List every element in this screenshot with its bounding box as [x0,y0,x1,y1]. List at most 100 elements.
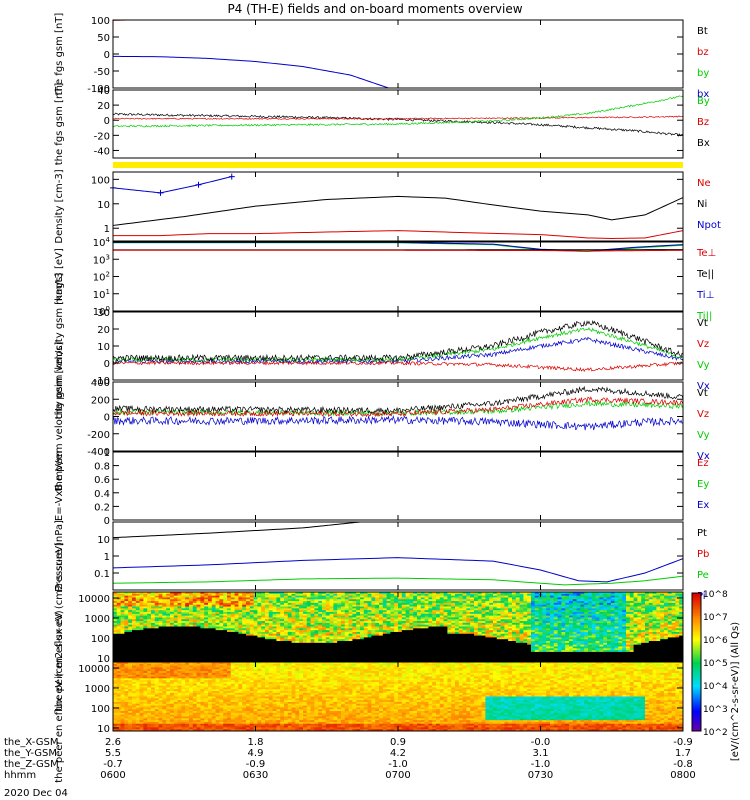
heatmap-cell [120,646,125,649]
heatmap-cell [230,641,235,644]
heatmap-cell [177,593,182,597]
heatmap-cell [246,628,251,631]
heatmap-cell [413,604,418,607]
heatmap-cell [154,624,159,627]
heatmap-cell [424,648,429,651]
heatmap-cell [443,599,448,602]
heatmap-cell [128,659,133,662]
heatmap-cell [348,633,353,636]
heatmap-cell [546,622,551,626]
heatmap-cell [348,602,353,606]
heatmap-cell [379,651,384,655]
heatmap-cell [550,622,555,626]
heatmap-cell [246,648,251,651]
heatmap-cell [523,653,528,656]
heatmap-cell [306,650,311,653]
heatmap-cell [189,648,194,651]
heatmap-cell [234,597,239,600]
heatmap-cell [154,592,159,595]
heatmap-cell [333,630,338,633]
heatmap-cell [375,622,380,626]
heatmap-cell [565,624,570,627]
heatmap-cell [455,628,460,631]
heatmap-cell [314,659,319,662]
heatmap-cell [170,604,175,607]
heatmap-cell [299,604,304,607]
heatmap-cell [249,608,254,611]
heatmap-cell [257,659,262,662]
heatmap-cell [325,606,330,609]
heatmap-cell [515,611,520,615]
heatmap-cell [192,599,197,602]
heatmap-cell [542,597,547,600]
heatmap-cell [557,626,562,629]
heatmap-cell [192,644,197,647]
heatmap-cell [124,602,129,606]
heatmap-cell [291,604,296,607]
heatmap-cell [253,621,258,624]
heatmap-cell [124,593,129,597]
heatmap-cell [177,655,182,658]
heatmap-cell [314,635,319,638]
heatmap-cell [443,637,448,640]
heatmap-cell [253,611,258,615]
heatmap-cell [318,635,323,638]
heatmap-cell [538,622,543,626]
heatmap-cell [557,597,562,600]
heatmap-cell [405,633,410,636]
heatmap-cell [527,628,532,631]
y-axis-label: magt3 [eV] [54,248,65,305]
heatmap-cell [287,595,292,598]
heatmap-cell [371,599,376,602]
heatmap-cell [523,624,528,627]
heatmap-cell [401,630,406,633]
heatmap-cell [306,646,311,649]
heatmap-cell [223,644,228,647]
heatmap-cell [496,630,501,633]
heatmap-cell [394,619,399,622]
heatmap-cell [215,621,220,624]
heatmap-cell [314,653,319,656]
heatmap-cell [512,642,517,646]
y-tick-label: 40 [97,86,110,97]
heatmap-cell [512,644,517,647]
heatmap-cell [162,646,167,649]
heatmap-cell [523,651,528,655]
heatmap-cell [265,653,270,656]
heatmap-cell [474,655,479,658]
heatmap-cell [234,635,239,638]
heatmap-cell [360,611,365,615]
heatmap-cell [420,619,425,622]
heatmap-cell [500,659,505,662]
heatmap-cell [291,613,296,617]
heatmap-cell [253,601,258,604]
heatmap-cell [409,593,414,597]
heatmap-cell [398,621,403,624]
heatmap-cell [265,650,270,653]
heatmap-cell [489,648,494,651]
heatmap-cell [462,611,467,615]
heatmap-cell [534,633,539,636]
heatmap-cell [409,619,414,622]
heatmap-cell [417,601,422,604]
heatmap-cell [246,624,251,627]
heatmap-cell [189,602,194,606]
heatmap-cell [280,613,285,617]
heatmap-cell [154,617,159,620]
heatmap-cell [265,641,270,644]
heatmap-cell [303,644,308,647]
heatmap-cell [291,599,296,602]
heatmap-cell [135,610,140,613]
heatmap-cell [356,659,361,662]
heatmap-cell [333,606,338,609]
heatmap-cell [436,606,441,609]
heatmap-cell [557,613,562,617]
heatmap-cell [113,659,118,662]
heatmap-cell [394,595,399,598]
heatmap-cell [132,619,137,622]
heatmap-cell [151,650,156,653]
heatmap-cell [386,592,391,595]
heatmap-cell [363,644,368,647]
heatmap-cell [181,617,186,620]
heatmap-cell [443,630,448,633]
